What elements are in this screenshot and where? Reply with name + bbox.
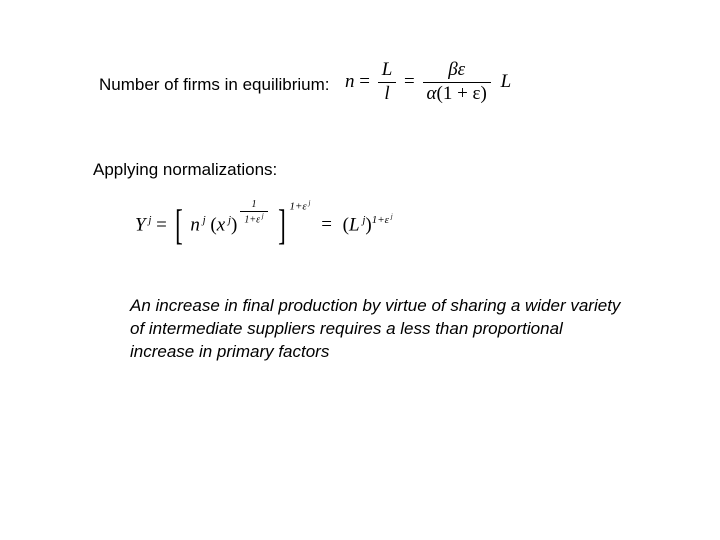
eq1-equals1: = (359, 71, 374, 92)
eq2-rhs-exp: 1+ε j (372, 214, 393, 226)
eq2-outer-exp: 1+ε j (289, 199, 310, 213)
eq2-oe-j: j (307, 199, 311, 207)
body-paragraph: An increase in final production by virtu… (130, 295, 630, 364)
eq2-ie-den-j: j (260, 212, 264, 220)
eq2-Y-sup: j (146, 214, 152, 226)
eq2-x: x (217, 214, 225, 235)
eq2-ie-num: 1 (240, 199, 267, 212)
eq1-paren: (1 + ε) (437, 83, 487, 104)
eq1-frac1: L l (378, 60, 397, 105)
eq2-n: n (190, 214, 200, 235)
eq1-frac2-num: βε (423, 60, 491, 83)
firms-label: Number of firms in equilibrium: (99, 75, 330, 95)
eq2-ie-den-txt: 1+ε (244, 214, 260, 225)
eq1-n: n (345, 71, 355, 92)
firms-equation: n = L l = βε α(1 + ε) L (345, 60, 511, 105)
eq2-rhs-exp-j: j (389, 212, 393, 220)
eq1-frac2-den: α(1 + ε) (423, 83, 491, 105)
eq2-rhs-exp-txt: 1+ε (372, 214, 389, 226)
eq2-lbracket: [ (175, 205, 183, 247)
eq1-tail-L: L (501, 71, 512, 92)
eq2-Y: Y (135, 214, 146, 235)
eq1-alpha: α (427, 83, 437, 104)
eq2-inner-exp: 1 1+ε j (237, 199, 270, 225)
eq2-ie-den: 1+ε j (240, 212, 267, 225)
eq2-n-sup: j (200, 214, 206, 226)
eq2-oe-txt: 1+ε (289, 201, 306, 213)
normalizations-label: Applying normalizations: (93, 160, 277, 180)
eq1-frac1-den: l (378, 83, 397, 105)
eq2-equals2: = (321, 214, 336, 235)
eq2-rbracket: ] (279, 205, 287, 247)
eq2-L: L (349, 214, 360, 235)
eq2-equals1: = (156, 214, 171, 235)
eq1-frac2: βε α(1 + ε) (423, 60, 491, 105)
normalizations-equation: Y j = [ n j (x j) 1 1+ε j ]1+ε j = (L j)… (135, 205, 393, 247)
eq1-frac1-num: L (378, 60, 397, 83)
eq1-equals2: = (404, 71, 419, 92)
